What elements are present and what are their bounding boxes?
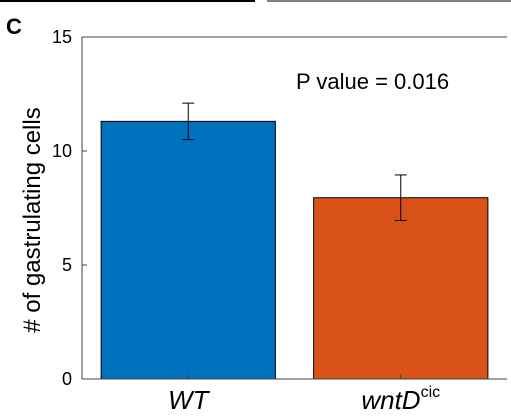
y-ticks-group: 0 5 10 15 bbox=[52, 27, 87, 389]
y-axis-label: # of gastrulating cells bbox=[19, 107, 46, 332]
panel-label: C bbox=[6, 14, 22, 39]
errorbars-group bbox=[182, 102, 407, 222]
bars-group bbox=[100, 120, 489, 380]
y-tick-label: 15 bbox=[52, 27, 72, 47]
x-labels-group: WT wntDcic bbox=[168, 384, 440, 415]
y-tick-label: 10 bbox=[52, 141, 72, 161]
x-tick-label-wntd: wntDcic bbox=[361, 384, 440, 415]
axes-group bbox=[81, 36, 507, 380]
y-tick-label: 0 bbox=[62, 369, 72, 389]
x-tick-label-wt: WT bbox=[168, 385, 211, 415]
y-axis-label-group: # of gastrulating cells bbox=[19, 107, 46, 332]
p-value-annotation: P value = 0.016 bbox=[296, 69, 449, 94]
y-tick-label: 5 bbox=[62, 255, 72, 275]
bar-wt bbox=[100, 120, 276, 380]
bar-wntd bbox=[313, 197, 489, 380]
